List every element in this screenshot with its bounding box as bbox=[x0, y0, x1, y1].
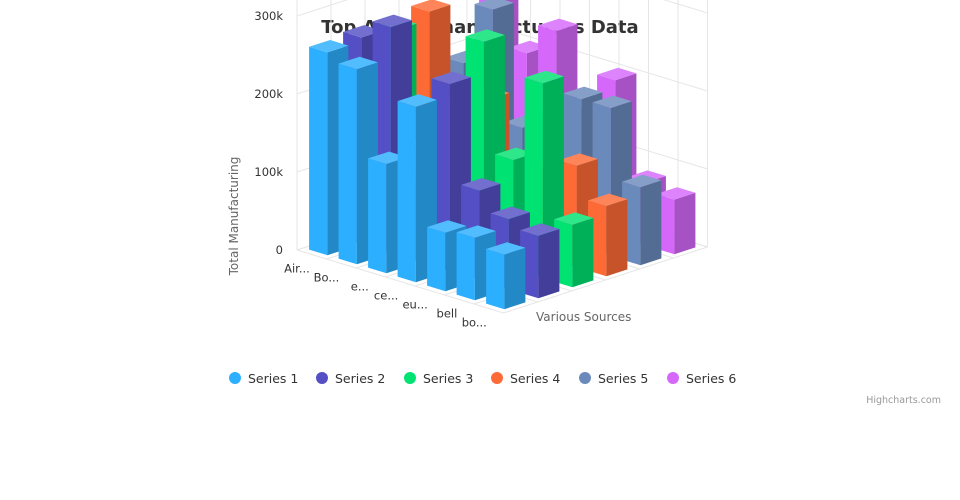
bar-side-face bbox=[572, 218, 594, 288]
bar-top-face bbox=[397, 94, 437, 107]
bar-top-face bbox=[461, 178, 501, 191]
bar[interactable] bbox=[520, 223, 560, 299]
bar[interactable] bbox=[656, 187, 696, 255]
bar-top-face bbox=[597, 67, 637, 81]
bar[interactable] bbox=[588, 193, 628, 277]
legend: Series 1 Series 2 Series 3 Series 4 Series 5… bbox=[229, 371, 736, 386]
x-axis: Air... Bo... e... ce... eu... bell bo... bbox=[284, 262, 487, 330]
bar-top-face bbox=[592, 95, 632, 108]
bar-top-face bbox=[490, 206, 530, 219]
bar[interactable] bbox=[622, 174, 662, 266]
bar-side-face bbox=[538, 229, 560, 299]
bar-top-face bbox=[588, 193, 628, 206]
bar-side-face bbox=[606, 199, 628, 277]
plot-area bbox=[309, 0, 696, 310]
y-tick-label: 200k bbox=[254, 87, 283, 101]
bar[interactable] bbox=[486, 242, 526, 310]
legend-item[interactable]: Series 5 bbox=[579, 371, 648, 386]
y-tick-label: 300k bbox=[254, 9, 283, 23]
legend-label: Series 5 bbox=[598, 371, 648, 386]
bar-side-face bbox=[640, 180, 662, 266]
bar-top-face bbox=[520, 223, 560, 236]
legend-symbol bbox=[316, 372, 328, 384]
bar-top-face bbox=[456, 225, 496, 238]
legend-item[interactable]: Series 2 bbox=[316, 371, 385, 386]
bar-front-face bbox=[427, 227, 446, 292]
bar-front-face bbox=[397, 101, 416, 283]
bar-top-face bbox=[411, 0, 451, 12]
bar-top-face bbox=[538, 18, 578, 31]
legend-symbol bbox=[579, 372, 591, 384]
bar-top-face bbox=[495, 147, 535, 160]
bar-top-face bbox=[563, 86, 603, 99]
category-label: Bo... bbox=[314, 271, 340, 285]
legend-label: Series 2 bbox=[335, 371, 385, 386]
bar-top-face bbox=[372, 14, 412, 27]
legend-item[interactable]: Series 4 bbox=[491, 371, 560, 386]
bar-front-face bbox=[456, 232, 475, 301]
category-label: bell bbox=[437, 307, 458, 321]
y-axis: 0 100k 200k 300k bbox=[254, 9, 283, 257]
y-tick-label: 0 bbox=[276, 243, 283, 257]
legend-symbol bbox=[229, 372, 241, 384]
legend-symbol bbox=[667, 372, 679, 384]
bar-top-face bbox=[343, 25, 383, 38]
bar-front-face bbox=[338, 63, 357, 265]
bar-top-face bbox=[656, 187, 696, 200]
credits[interactable]: Highcharts.com bbox=[866, 395, 941, 406]
bar[interactable] bbox=[554, 212, 594, 288]
legend-label: Series 3 bbox=[423, 371, 473, 386]
bar-top-face bbox=[427, 220, 467, 233]
bar-top-face bbox=[554, 212, 594, 225]
bar-top-face bbox=[524, 70, 564, 84]
bar-front-face bbox=[368, 158, 387, 274]
bar-top-face bbox=[622, 174, 662, 188]
bar-side-face bbox=[674, 192, 696, 255]
bar-top-face bbox=[368, 151, 408, 164]
legend-symbol bbox=[491, 372, 503, 384]
legend-item[interactable]: Series 1 bbox=[229, 371, 298, 386]
legend-label: Series 4 bbox=[510, 371, 560, 386]
bar-side-face bbox=[504, 247, 526, 310]
category-label: ce... bbox=[374, 289, 398, 303]
bar-top-face bbox=[338, 56, 378, 70]
bar-top-face bbox=[486, 242, 526, 255]
bar-top-face bbox=[508, 40, 548, 54]
legend-item[interactable]: Series 6 bbox=[667, 371, 736, 386]
category-label: bo... bbox=[462, 316, 487, 330]
legend-label: Series 1 bbox=[248, 371, 298, 386]
bar-front-face bbox=[486, 249, 505, 310]
bar-top-face bbox=[474, 0, 514, 10]
bar-front-face bbox=[309, 46, 328, 256]
z-axis-title: Various Sources bbox=[536, 310, 631, 324]
grid-line bbox=[296, 249, 504, 314]
legend-label: Series 6 bbox=[686, 371, 736, 386]
y-axis-title: Total Manufacturing bbox=[227, 157, 241, 277]
category-label: eu... bbox=[402, 298, 427, 312]
category-label: Air... bbox=[284, 262, 310, 276]
bar-top-face bbox=[465, 29, 505, 42]
bar-top-face bbox=[558, 153, 598, 166]
category-label: e... bbox=[351, 280, 369, 294]
bar-top-face bbox=[431, 71, 471, 84]
legend-symbol bbox=[404, 372, 416, 384]
y-tick-label: 100k bbox=[254, 165, 283, 179]
legend-item[interactable]: Series 3 bbox=[404, 371, 473, 386]
bar-top-face bbox=[309, 40, 349, 53]
